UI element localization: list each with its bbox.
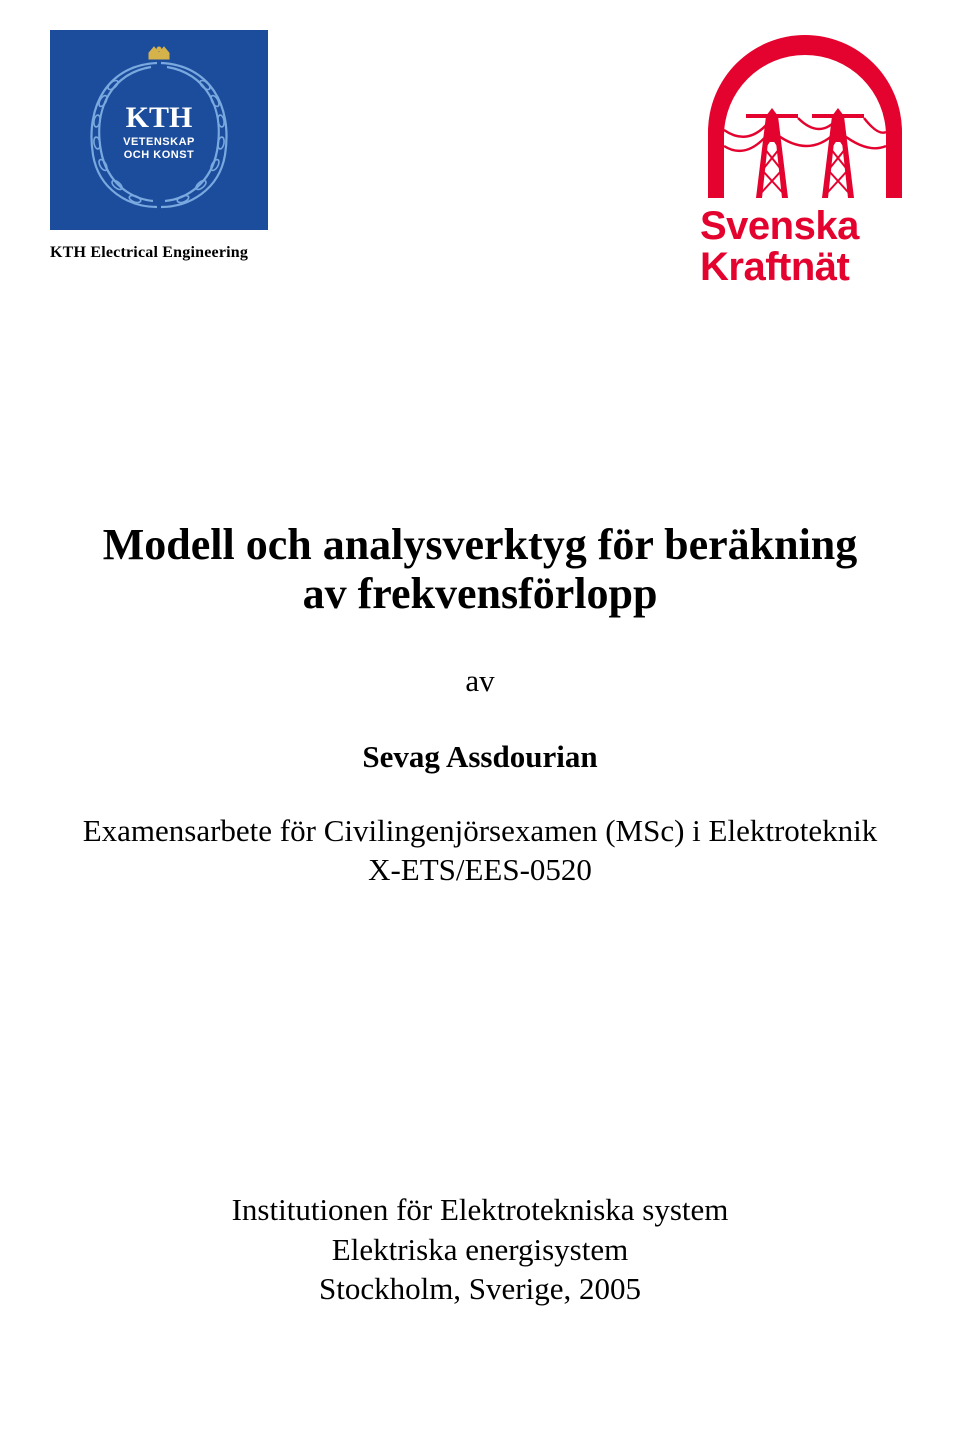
kth-emblem-icon: KTH VETENSKAP OCH KONST	[79, 45, 239, 215]
title-line1: Modell och analysverktyg för beräkning	[50, 520, 910, 569]
degree-block: Examensarbete för Civilingenjörsexamen (…	[50, 811, 910, 890]
by-label: av	[50, 663, 910, 699]
author-name: Sevag Assdourian	[50, 739, 910, 775]
title-block: Modell och analysverktyg för beräkning a…	[50, 520, 910, 619]
svg-text:OCH KONST: OCH KONST	[124, 149, 195, 161]
footer-line1: Institutionen för Elektrotekniska system	[50, 1190, 910, 1230]
svg-text:VETENSKAP: VETENSKAP	[123, 136, 195, 148]
page: KTH VETENSKAP OCH KONST KTH Electrical E…	[0, 0, 960, 1431]
kth-logo: KTH VETENSKAP OCH KONST	[50, 30, 268, 230]
svg-text:KTH: KTH	[126, 101, 193, 134]
title-line2: av frekvensförlopp	[50, 569, 910, 618]
svk-text-line2: Kraftnät	[700, 247, 910, 288]
kth-logo-block: KTH VETENSKAP OCH KONST KTH Electrical E…	[50, 30, 290, 262]
footer-block: Institutionen för Elektrotekniska system…	[50, 1190, 910, 1309]
header-logos-row: KTH VETENSKAP OCH KONST KTH Electrical E…	[50, 30, 910, 310]
kth-subtext: KTH Electrical Engineering	[50, 244, 290, 262]
footer-line2: Elektriska energisystem	[50, 1230, 910, 1270]
svk-arch-icon	[700, 30, 910, 200]
document-title: Modell och analysverktyg för beräkning a…	[50, 520, 910, 619]
svk-logo-block: Svenska Kraftnät	[700, 30, 910, 288]
svk-wordmark: Svenska Kraftnät	[700, 206, 910, 288]
degree-line1: Examensarbete för Civilingenjörsexamen (…	[50, 811, 910, 851]
svk-text-line1: Svenska	[700, 206, 910, 247]
footer-line3: Stockholm, Sverige, 2005	[50, 1269, 910, 1309]
degree-line2: X-ETS/EES-0520	[50, 850, 910, 890]
